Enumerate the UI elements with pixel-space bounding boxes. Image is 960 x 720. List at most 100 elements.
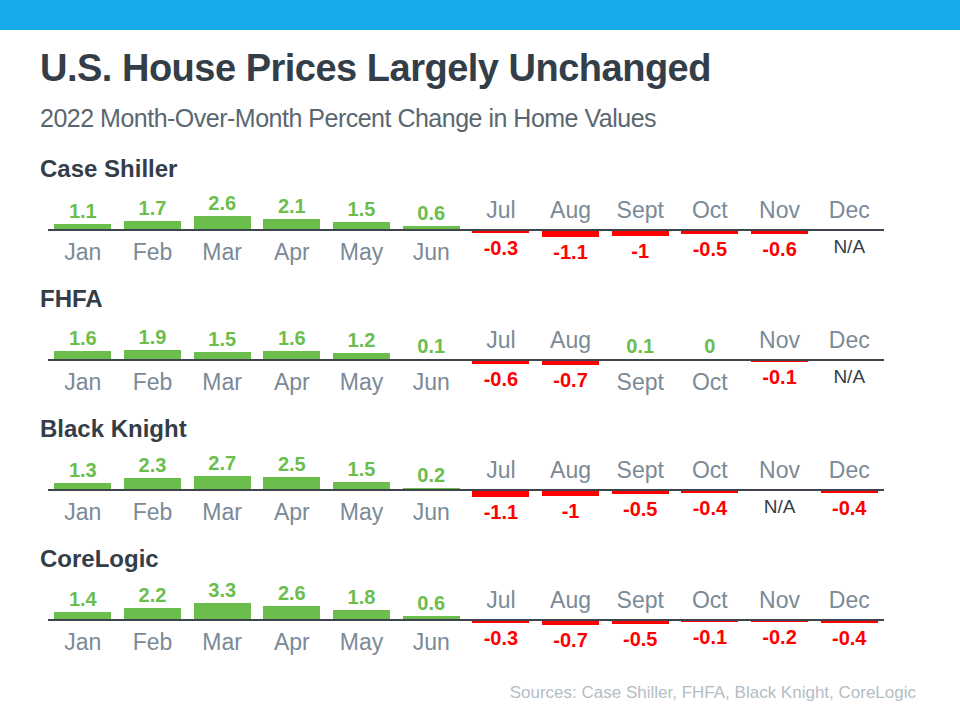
negative-bar xyxy=(542,621,599,625)
month-column: 1.6Jan xyxy=(48,315,118,415)
negative-bar xyxy=(472,491,529,497)
negative-bar xyxy=(681,491,738,493)
page-title: U.S. House Prices Largely Unchanged xyxy=(40,47,920,90)
month-label: Jun xyxy=(396,369,466,396)
value-label: 2.2 xyxy=(118,584,188,606)
month-label: Aug xyxy=(536,587,606,614)
month-column: 1.7 Feb xyxy=(118,185,188,285)
month-label: Nov xyxy=(745,587,815,614)
month-column: N/ANov xyxy=(745,445,815,545)
value-label: 2.6 xyxy=(187,192,257,214)
negative-bar xyxy=(472,621,529,623)
month-label: Aug xyxy=(536,197,606,224)
positive-bar xyxy=(124,350,181,360)
month-label: Apr xyxy=(257,369,327,396)
value-label: -0.2 xyxy=(745,626,815,648)
month-column: 3.3Mar xyxy=(187,575,257,675)
value-label: 2.7 xyxy=(187,452,257,474)
value-label: 2.5 xyxy=(257,453,327,475)
value-label: 0.2 xyxy=(396,464,466,486)
positive-bar xyxy=(194,603,251,620)
value-label: -0.3 xyxy=(466,627,536,649)
value-label: 1.5 xyxy=(327,198,397,220)
negative-bar xyxy=(542,361,599,365)
month-column: 1.3Jan xyxy=(48,445,118,545)
month-label: Dec xyxy=(814,587,884,614)
value-label: 1.3 xyxy=(48,459,118,481)
value-label: 1.5 xyxy=(187,328,257,350)
month-column: -0.1Nov xyxy=(745,315,815,415)
month-label: Aug xyxy=(536,327,606,354)
month-label: Jun xyxy=(396,239,466,266)
month-column: 2.1Apr xyxy=(257,185,327,285)
month-column: 1.2May xyxy=(327,315,397,415)
negative-bar xyxy=(542,491,599,496)
month-label: Aug xyxy=(536,457,606,484)
month-label: Oct xyxy=(675,457,745,484)
value-label: -0.6 xyxy=(466,368,536,390)
month-column: 1.8May xyxy=(327,575,397,675)
section-title: Black Knight xyxy=(40,415,920,445)
chart-section-corelogic: CoreLogic1.4Jan2.2Feb3.3Mar2.6Apr1.8May0… xyxy=(40,545,920,675)
month-column: 1.9Feb xyxy=(118,315,188,415)
month-label: Mar xyxy=(187,499,257,526)
positive-bar xyxy=(263,477,320,490)
negative-bar xyxy=(542,231,599,237)
month-label: Jul xyxy=(466,457,536,484)
month-label: Feb xyxy=(118,239,188,266)
month-label: Nov xyxy=(745,327,815,354)
value-label: 0.6 xyxy=(396,592,466,614)
page-content: U.S. House Prices Largely Unchanged 2022… xyxy=(0,47,960,703)
value-label: 3.3 xyxy=(187,579,257,601)
value-label: 0 xyxy=(675,335,745,357)
month-column: 2.7 Mar xyxy=(187,445,257,545)
month-label: Apr xyxy=(257,499,327,526)
value-label: 1.7 xyxy=(118,197,188,219)
sources-note: Sources: Case Shiller, FHFA, Black Knigh… xyxy=(40,683,920,703)
value-label: -1 xyxy=(605,240,675,262)
month-label: Oct xyxy=(675,587,745,614)
month-column: 0 Oct xyxy=(675,315,745,415)
month-label: Oct xyxy=(675,197,745,224)
month-label: Jun xyxy=(396,499,466,526)
month-label: May xyxy=(327,369,397,396)
top-accent-bar xyxy=(0,0,960,30)
value-label: -1 xyxy=(536,500,606,522)
month-column: 1.4Jan xyxy=(48,575,118,675)
value-label: 1.9 xyxy=(118,326,188,348)
month-column: 2.2Feb xyxy=(118,575,188,675)
page-subtitle: 2022 Month-Over-Month Percent Change in … xyxy=(40,104,920,133)
value-label: 0.6 xyxy=(396,202,466,224)
month-label: Dec xyxy=(814,327,884,354)
month-column: 2.6Mar xyxy=(187,185,257,285)
value-label: 1.6 xyxy=(257,327,327,349)
month-label: Sept xyxy=(605,587,675,614)
month-label: Sept xyxy=(605,457,675,484)
negative-bar xyxy=(821,621,878,623)
section-title: FHFA xyxy=(40,285,920,315)
positive-bar xyxy=(333,482,390,490)
value-label: -0.1 xyxy=(675,626,745,648)
month-label: Apr xyxy=(257,629,327,656)
value-label: -1.1 xyxy=(536,241,606,263)
month-column: 0.6 Jun xyxy=(396,185,466,285)
month-column: -0.1 Oct xyxy=(675,575,745,675)
value-label: -0.4 xyxy=(675,497,745,519)
month-column: 2.6Apr xyxy=(257,575,327,675)
positive-bar xyxy=(333,222,390,230)
month-column: -0.5Sept xyxy=(605,575,675,675)
bar-chart: 1.4Jan2.2Feb3.3Mar2.6Apr1.8May0.6Jun-0.3… xyxy=(48,575,884,675)
month-column: 0.6Jun xyxy=(396,575,466,675)
na-label: N/A xyxy=(814,236,884,258)
month-column: -0.3Jul xyxy=(466,185,536,285)
month-label: Sept xyxy=(605,197,675,224)
value-label: -0.5 xyxy=(605,498,675,520)
month-column: -0.3Jul xyxy=(466,575,536,675)
month-column: 2.3Feb xyxy=(118,445,188,545)
value-label: 1.1 xyxy=(48,200,118,222)
value-label: -0.6 xyxy=(745,238,815,260)
negative-bar xyxy=(751,621,808,622)
negative-bar xyxy=(472,361,529,364)
negative-bar xyxy=(612,621,669,624)
month-label: Oct xyxy=(675,369,745,396)
